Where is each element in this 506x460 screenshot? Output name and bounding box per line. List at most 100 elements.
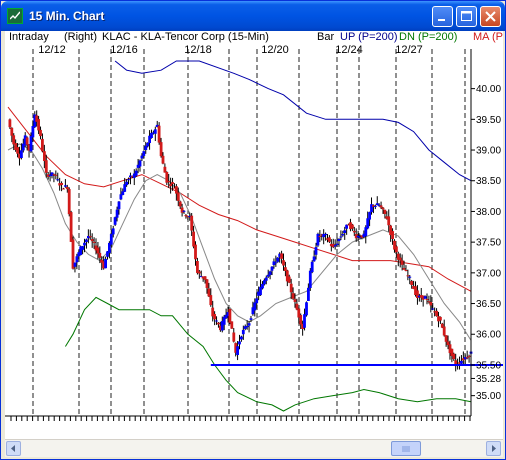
scroll-right-button[interactable] xyxy=(486,441,501,456)
candle-body xyxy=(324,233,327,236)
candle-body xyxy=(270,266,274,271)
candle-body xyxy=(356,235,360,238)
price-chart[interactable]: 12/12 12/16 12/18 12/20 12/24 12/27 35.00 35.2… xyxy=(5,31,503,439)
candle-body xyxy=(259,286,262,296)
candle-body xyxy=(299,315,303,325)
candle-body xyxy=(320,234,324,236)
title-bar[interactable]: 15 Min. Chart xyxy=(1,1,505,31)
candle-body xyxy=(43,151,46,161)
candle-body xyxy=(215,320,218,322)
intraday-label: Intraday xyxy=(9,31,49,43)
candle-body xyxy=(352,230,356,233)
candle-body xyxy=(159,142,163,157)
candle-body xyxy=(88,236,92,238)
close-button[interactable] xyxy=(480,6,501,27)
up-band-legend: UP (P=200) xyxy=(340,31,398,43)
candle-body xyxy=(144,145,148,150)
scroll-thumb[interactable] xyxy=(391,441,421,456)
price-tick-label: 35.00 xyxy=(476,391,501,402)
candle-body xyxy=(458,362,461,364)
candle-body xyxy=(247,323,251,326)
candle-body xyxy=(21,143,25,151)
candle-body xyxy=(377,205,381,207)
candle-body xyxy=(387,216,391,226)
candle-body xyxy=(450,348,454,356)
symbol-label: KLAC - KLA-Tencor Corp (15-Min) xyxy=(102,31,269,43)
candle-body xyxy=(119,194,123,200)
candle-body xyxy=(427,301,431,303)
candle-body xyxy=(12,135,16,145)
candle-body xyxy=(50,172,54,176)
candle-body xyxy=(234,343,238,353)
candle-body xyxy=(199,276,203,278)
maximize-button[interactable] xyxy=(456,6,477,27)
candle-body xyxy=(142,151,146,156)
candle-body xyxy=(222,316,226,325)
candle-body xyxy=(111,228,115,235)
candle-body xyxy=(272,261,276,265)
candle-body xyxy=(138,160,142,167)
candle-body xyxy=(421,295,425,300)
candle-body xyxy=(245,326,249,328)
chart-area[interactable]: Intraday (Right) KLAC - KLA-Tencor Corp … xyxy=(5,31,503,439)
candle-body xyxy=(102,261,106,269)
candle-body xyxy=(37,119,40,131)
candle-body xyxy=(163,166,167,173)
candle-body xyxy=(27,144,31,151)
price-tick-label: 37.50 xyxy=(476,238,501,249)
minimize-button[interactable] xyxy=(432,6,453,27)
horizontal-scrollbar[interactable] xyxy=(5,439,503,457)
price-tick-label: 38.00 xyxy=(476,207,501,218)
candle-body xyxy=(104,258,107,269)
candle-body xyxy=(65,186,69,190)
date-tick-label: 12/16 xyxy=(110,44,138,56)
price-tick-label: 35.50 xyxy=(476,360,501,371)
candle-body xyxy=(194,244,197,260)
price-tick-label: 35.28 xyxy=(476,374,501,385)
candle-body xyxy=(182,210,186,212)
candle-body xyxy=(303,314,306,328)
candle-body xyxy=(180,207,184,213)
candle-body xyxy=(461,358,465,361)
candle-body xyxy=(87,236,90,239)
candle-body xyxy=(205,279,209,288)
candle-body xyxy=(236,346,239,355)
candle-body xyxy=(213,314,216,320)
candle-body xyxy=(240,336,243,340)
candle-body xyxy=(400,260,404,265)
candle-body xyxy=(314,247,318,255)
candle-body xyxy=(310,261,314,273)
candle-body xyxy=(282,260,285,266)
candle-body xyxy=(389,225,392,236)
candle-body xyxy=(440,323,444,328)
candle-body xyxy=(410,281,414,285)
scroll-left-button[interactable] xyxy=(6,441,21,456)
candle-body xyxy=(255,298,259,304)
candle-body xyxy=(188,216,192,217)
maximize-icon xyxy=(461,11,472,21)
candle-body xyxy=(108,242,111,253)
candle-body xyxy=(454,360,458,367)
candle-body xyxy=(431,308,435,310)
candle-body xyxy=(452,353,456,360)
candle-body xyxy=(85,239,88,242)
candle-body xyxy=(52,174,56,176)
candle-body xyxy=(117,201,121,210)
candle-body xyxy=(131,176,134,178)
candle-body xyxy=(175,186,178,194)
candle-body xyxy=(433,311,436,313)
candle-body xyxy=(343,230,347,233)
candle-body xyxy=(41,138,44,152)
dn-band-legend: DN (P=200) xyxy=(399,31,458,43)
candle-body xyxy=(308,270,312,288)
candle-body xyxy=(370,204,373,213)
candle-body xyxy=(354,234,358,239)
candle-body xyxy=(14,143,18,150)
candle-body xyxy=(62,188,65,190)
candle-body xyxy=(305,302,308,316)
candle-body xyxy=(408,276,412,278)
candle-body xyxy=(100,259,104,263)
candle-body xyxy=(171,182,174,185)
candle-body xyxy=(307,287,310,301)
candle-body xyxy=(77,252,81,257)
